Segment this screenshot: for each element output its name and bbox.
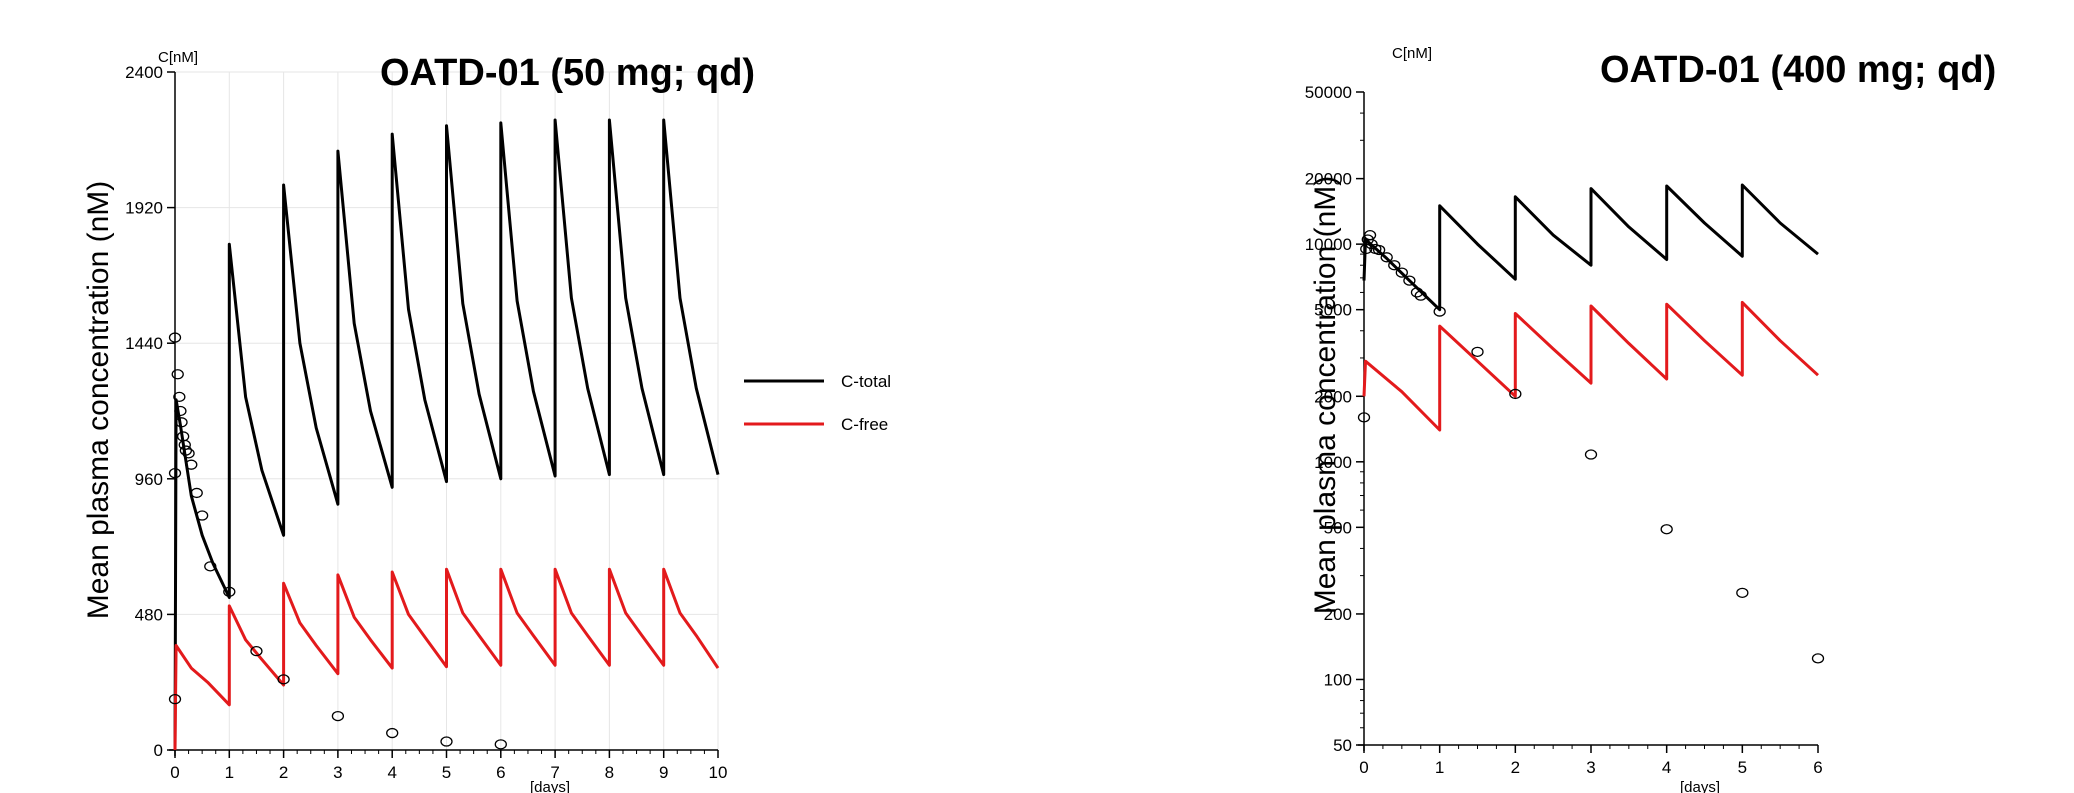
x-tick-label: 6 — [496, 763, 505, 782]
data-point — [1660, 524, 1673, 535]
data-point — [250, 645, 263, 657]
chart-title: OATD-01 (400 mg; qd) — [1600, 49, 1996, 91]
y-tick-label: 20000 — [1305, 170, 1352, 189]
data-point — [1357, 412, 1371, 423]
data-point — [1736, 587, 1749, 599]
series-group — [168, 118, 720, 751]
data-point — [1414, 290, 1427, 301]
data-point — [168, 694, 182, 705]
data-point — [1395, 267, 1408, 278]
x-tick-label: 1 — [1435, 758, 1444, 777]
x-tick-label: 8 — [605, 763, 614, 782]
data-point — [171, 369, 184, 380]
data-point — [174, 405, 187, 417]
data-point — [1509, 388, 1522, 400]
x-tick-label: 10 — [709, 763, 728, 782]
data-point — [1471, 346, 1484, 358]
y-axis-label: Mean plasma concentration (nM) — [82, 181, 115, 620]
y-tick-label: 50000 — [1305, 83, 1352, 102]
y-tick-label: 2400 — [125, 63, 163, 82]
series-line-c-free — [1362, 300, 1820, 432]
legend-label: C-total — [841, 372, 891, 391]
x-tick-label: 2 — [279, 763, 288, 782]
data-point — [1811, 653, 1825, 664]
y-tick-label: 1440 — [125, 334, 163, 353]
x-tick-label: 9 — [659, 763, 668, 782]
y-tick-label: 10000 — [1305, 235, 1352, 254]
chart-title: OATD-01 (50 mg; qd) — [380, 52, 755, 94]
legend-label: C-free — [841, 415, 888, 434]
y-tick-label: 1920 — [125, 199, 163, 218]
data-point — [494, 739, 507, 750]
y-tick-label: 200 — [1324, 605, 1352, 624]
y-tick-label: 0 — [154, 741, 163, 760]
x-axis-unit: [days] — [1680, 779, 1720, 793]
data-point — [1380, 252, 1393, 263]
x-tick-label: 4 — [387, 763, 396, 782]
axes: 50 100 200 500 1000 2000 5000 10000 20000 50000 0 1… — [1305, 83, 1823, 777]
series-line-c-total — [173, 118, 720, 751]
data-point — [277, 674, 290, 685]
data-point — [190, 487, 203, 499]
x-tick-label: 7 — [550, 763, 559, 782]
x-tick-label: 6 — [1813, 758, 1822, 777]
y-tick-label: 1000 — [1314, 453, 1352, 472]
y-tick-label: 500 — [1324, 518, 1352, 537]
data-point — [1410, 287, 1424, 298]
data-point — [1403, 275, 1416, 286]
y-tick-label: 50 — [1333, 736, 1352, 755]
data-point — [168, 467, 182, 479]
x-tick-label: 5 — [442, 763, 451, 782]
x-tick-label: 3 — [1586, 758, 1595, 777]
data-point — [440, 736, 453, 747]
y-tick-label: 2000 — [1314, 387, 1352, 406]
x-tick-label: 0 — [170, 763, 179, 782]
data-point — [331, 710, 345, 722]
y-tick-label: 480 — [135, 605, 163, 624]
data-point — [175, 417, 188, 428]
x-tick-label: 1 — [225, 763, 234, 782]
axes: 0 480 960 1440 1920 2400 0 1 2 3 4 5 6 7 8 9 10 — [125, 63, 727, 782]
x-tick-label: 2 — [1511, 758, 1520, 777]
data-point — [168, 332, 182, 343]
x-axis-unit: [days] — [530, 779, 570, 793]
y-tick-label: 100 — [1324, 670, 1352, 689]
series-line-c-total — [1362, 183, 1819, 312]
y-axis-unit: C[nM] — [1392, 45, 1432, 62]
data-point — [195, 510, 209, 521]
data-point — [223, 586, 236, 597]
data-point — [1584, 449, 1598, 460]
x-tick-label: 5 — [1738, 758, 1747, 777]
series-group — [1357, 183, 1825, 664]
data-point — [1388, 260, 1401, 271]
data-point — [386, 727, 399, 739]
x-tick-label: 3 — [333, 763, 342, 782]
x-tick-label: 0 — [1359, 758, 1368, 777]
data-point — [179, 445, 193, 456]
data-point — [1372, 244, 1386, 256]
data-point — [182, 448, 195, 459]
y-tick-label: 5000 — [1314, 301, 1352, 320]
x-tick-label: 4 — [1662, 758, 1671, 777]
data-point — [173, 391, 186, 403]
legend: C-total C-free — [744, 372, 891, 434]
y-axis-label: Mean plasma concentration (nM) — [1309, 176, 1342, 615]
y-axis-unit: C[nM] — [158, 49, 198, 66]
data-point — [1433, 306, 1446, 317]
data-point — [204, 561, 217, 572]
data-point — [185, 459, 198, 470]
chart-400mg: 50 100 200 500 1000 2000 5000 10000 20000 50000 0 1… — [1305, 45, 1997, 793]
y-tick-label: 960 — [135, 470, 163, 489]
series-line-c-free — [173, 567, 720, 751]
